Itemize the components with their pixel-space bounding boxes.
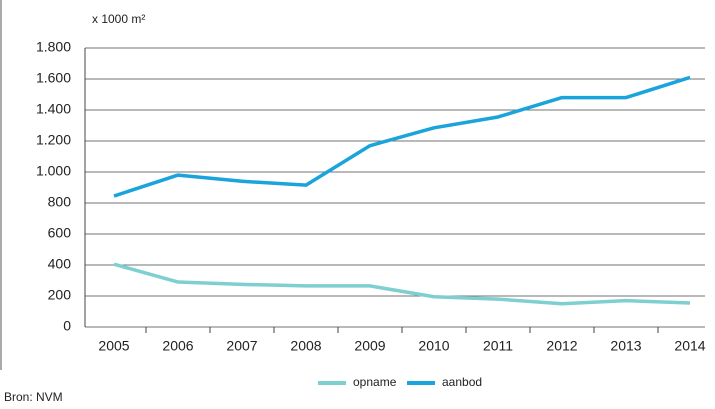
- y-tick-label: 200: [48, 287, 72, 303]
- y-tick-label: 1.800: [36, 39, 71, 55]
- y-tick-label: 1.200: [36, 132, 71, 148]
- x-tick-label: 2014: [674, 338, 705, 354]
- y-tick-label: 400: [48, 256, 72, 272]
- y-tick-label: 1.000: [36, 163, 71, 179]
- y-tick-label: 600: [48, 225, 72, 241]
- y-tick-label: 0: [63, 318, 71, 334]
- x-tick-label: 2009: [354, 338, 385, 354]
- source: Bron: NVM: [4, 390, 63, 404]
- x-tick-label: 2007: [226, 338, 257, 354]
- legend-label: aanbod: [442, 375, 482, 389]
- x-tick-label: 2012: [546, 338, 577, 354]
- series-line: [113, 75, 691, 198]
- y-tick-label: 1.400: [36, 101, 71, 117]
- y-tick-label: 1.600: [36, 70, 71, 86]
- y-unit: x 1000 m²: [92, 12, 145, 26]
- x-tick-label: 2008: [290, 338, 321, 354]
- x-tick-label: 2011: [483, 338, 513, 354]
- y-tick-label: 800: [48, 194, 72, 210]
- x-tick-label: 2013: [610, 338, 641, 354]
- x-tick-label: 2010: [418, 338, 449, 354]
- series-line: [113, 262, 691, 306]
- legend-label: opname: [353, 375, 397, 389]
- x-tick-label: 2005: [98, 338, 129, 354]
- x-tick-label: 2006: [162, 338, 193, 354]
